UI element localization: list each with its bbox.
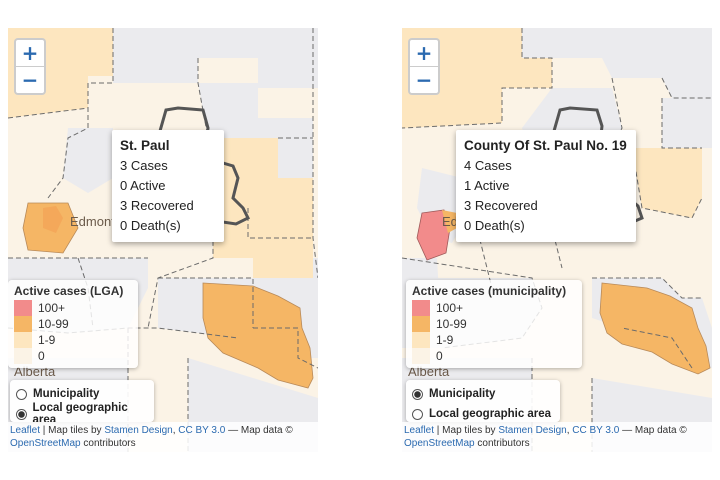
- leaflet-link[interactable]: Leaflet: [404, 425, 435, 436]
- legend: Active cases (municipality) 100+ 10-99 1…: [406, 280, 582, 368]
- radio-button[interactable]: [16, 408, 27, 420]
- radio-label: Municipality: [429, 388, 496, 400]
- zoom-in-button[interactable]: +: [415, 41, 433, 65]
- radio-label: Local geographic area: [32, 402, 128, 422]
- region-zero-grey[interactable]: [522, 28, 712, 98]
- region-zero-grey[interactable]: [113, 28, 318, 88]
- region-1-9[interactable]: [208, 138, 313, 238]
- zoom-control: + −: [408, 38, 440, 95]
- region-zero-grey[interactable]: [63, 128, 113, 193]
- radio-button[interactable]: [16, 388, 27, 400]
- legend-item-1-9: 1-9: [412, 332, 576, 348]
- legend-item-10-99: 10-99: [412, 316, 576, 332]
- region-popup: County Of St. Paul No. 19 4 Cases 1 Acti…: [456, 130, 636, 242]
- cc-link[interactable]: CC BY 3.0: [572, 425, 620, 436]
- legend-swatch: [14, 300, 32, 316]
- stamen-link[interactable]: Stamen Design: [498, 425, 567, 436]
- region-100-plus[interactable]: [416, 209, 451, 261]
- popup-deaths: 0 Death(s): [120, 218, 181, 233]
- attribution-text: — Map data ©: [619, 425, 687, 436]
- region-popup: St. Paul 3 Cases 0 Active 3 Recovered 0 …: [112, 130, 224, 242]
- radio-lga[interactable]: Local geographic area: [16, 402, 148, 422]
- radio-button[interactable]: [412, 408, 423, 420]
- radio-button[interactable]: [412, 388, 423, 400]
- legend-swatch: [14, 348, 32, 364]
- attribution: Leaflet | Map tiles by Stamen Design, CC…: [402, 422, 712, 452]
- popup-title: County Of St. Paul No. 19: [464, 138, 627, 153]
- legend-label: 0: [436, 349, 443, 363]
- layer-toggle: Municipality Local geographic area: [10, 380, 154, 422]
- zoom-out-button[interactable]: −: [16, 66, 44, 93]
- radio-label: Local geographic area: [429, 408, 552, 420]
- popup-cases: 3 Cases: [120, 158, 168, 173]
- map-panel-municipality[interactable]: + − Edmonton Alberta County Of St. Paul …: [402, 28, 712, 452]
- legend-swatch: [14, 316, 32, 332]
- attribution-text: | Map tiles by: [434, 425, 499, 436]
- region-10-99[interactable]: [43, 206, 63, 233]
- legend-title: Active cases (municipality): [412, 284, 567, 298]
- radio-lga[interactable]: Local geographic area: [412, 404, 554, 422]
- zoom-out-button[interactable]: −: [410, 66, 438, 93]
- legend-swatch: [14, 332, 32, 348]
- legend-label: 10-99: [38, 317, 69, 331]
- region-1-9[interactable]: [213, 208, 313, 278]
- osm-link[interactable]: OpenStreetMap: [404, 438, 475, 449]
- popup-active: 0 Active: [120, 178, 166, 193]
- legend-title: Active cases (LGA): [14, 284, 124, 298]
- popup-recovered: 3 Recovered: [120, 198, 194, 213]
- legend-swatch: [412, 332, 430, 348]
- layer-toggle: Municipality Local geographic area: [406, 380, 560, 422]
- legend: Active cases (LGA) 100+ 10-99 1-9 0: [8, 280, 138, 368]
- popup-cases: 4 Cases: [464, 158, 512, 173]
- attribution-text: — Map data ©: [225, 425, 293, 436]
- legend-item-0: 0: [14, 348, 132, 364]
- zoom-in-button[interactable]: +: [21, 41, 39, 65]
- legend-item-1-9: 1-9: [14, 332, 132, 348]
- region-1-9[interactable]: [632, 148, 702, 218]
- leaflet-link[interactable]: Leaflet: [10, 425, 41, 436]
- cc-link[interactable]: CC BY 3.0: [178, 425, 226, 436]
- region-10-99[interactable]: [599, 282, 711, 375]
- legend-label: 1-9: [38, 333, 56, 347]
- osm-link[interactable]: OpenStreetMap: [10, 438, 81, 449]
- popup-recovered: 3 Recovered: [464, 198, 538, 213]
- legend-item-100-plus: 100+: [412, 300, 576, 316]
- region-zero-grey[interactable]: [662, 98, 712, 148]
- region-10-99[interactable]: [202, 282, 314, 389]
- legend-label: 100+: [436, 301, 464, 315]
- popup-active: 1 Active: [464, 178, 510, 193]
- legend-swatch: [412, 300, 430, 316]
- region-10-99[interactable]: [442, 210, 457, 233]
- legend-item-100-plus: 100+: [14, 300, 132, 316]
- legend-item-10-99: 10-99: [14, 316, 132, 332]
- stamen-link[interactable]: Stamen Design: [104, 425, 173, 436]
- legend-swatch: [412, 348, 430, 364]
- legend-label: 1-9: [436, 333, 454, 347]
- legend-label: 100+: [38, 301, 66, 315]
- zoom-control: + −: [14, 38, 46, 95]
- legend-item-0: 0: [412, 348, 576, 364]
- radio-municipality[interactable]: Municipality: [16, 384, 148, 404]
- popup-title: St. Paul: [120, 138, 170, 153]
- legend-swatch: [412, 316, 430, 332]
- attribution-text: ,: [566, 425, 573, 436]
- legend-label: 10-99: [436, 317, 467, 331]
- map-panel-lga[interactable]: + − Edmonton Alberta St. Paul 3 Cases 0 …: [8, 28, 318, 452]
- attribution-text: contributors: [80, 438, 136, 449]
- attribution-text: | Map tiles by: [40, 425, 105, 436]
- region-zero-grey[interactable]: [198, 83, 313, 178]
- popup-deaths: 0 Death(s): [464, 218, 525, 233]
- attribution: Leaflet | Map tiles by Stamen Design, CC…: [8, 422, 318, 452]
- radio-label: Municipality: [33, 388, 100, 400]
- attribution-text: contributors: [474, 438, 530, 449]
- legend-label: 0: [38, 349, 45, 363]
- attribution-text: ,: [172, 425, 179, 436]
- radio-municipality[interactable]: Municipality: [412, 384, 554, 404]
